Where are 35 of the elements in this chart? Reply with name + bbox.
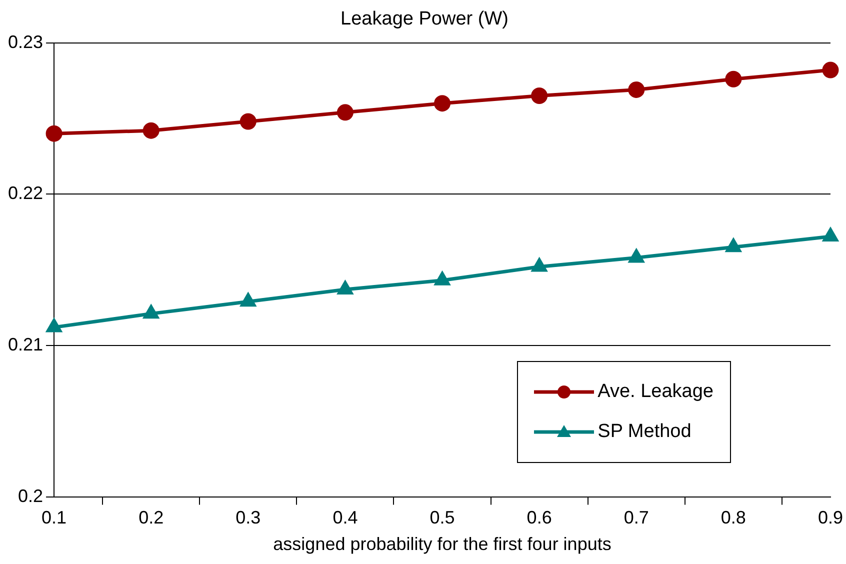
x-tick-label: 0.8 bbox=[720, 508, 746, 528]
point bbox=[726, 238, 741, 252]
x-tick-label: 0.3 bbox=[236, 508, 261, 528]
x-tick-label: 0.7 bbox=[624, 508, 649, 528]
point bbox=[628, 81, 645, 98]
point bbox=[434, 272, 450, 286]
y-tick-label: 0.21 bbox=[8, 334, 44, 354]
chart-title: Leakage Power (W) bbox=[340, 8, 508, 30]
legend-label: SP Method bbox=[598, 420, 692, 443]
x-tick-label: 0.1 bbox=[42, 508, 67, 528]
point bbox=[336, 104, 354, 121]
point bbox=[823, 228, 838, 242]
x-axis-title: assigned probability for the first four inputs bbox=[273, 534, 612, 554]
point bbox=[532, 258, 547, 272]
legend-label: Ave. Leakage bbox=[598, 380, 714, 403]
point bbox=[434, 95, 451, 112]
point bbox=[142, 122, 160, 139]
point bbox=[46, 319, 62, 332]
point bbox=[240, 293, 256, 307]
x-tick-label: 0.9 bbox=[818, 508, 844, 528]
point bbox=[338, 281, 353, 294]
point bbox=[531, 88, 548, 104]
y-tick-label: 0.22 bbox=[8, 183, 44, 204]
point bbox=[240, 113, 256, 130]
x-tick-label: 0.6 bbox=[526, 508, 552, 528]
x-tick-label: 0.2 bbox=[138, 508, 164, 528]
point bbox=[822, 62, 839, 78]
y-tick-label: 0.23 bbox=[8, 32, 44, 52]
y-tick-label: 0.2 bbox=[18, 486, 44, 506]
point bbox=[628, 249, 644, 263]
x-tick-label: 0.5 bbox=[430, 508, 455, 528]
point bbox=[46, 125, 62, 142]
x-tick-label: 0.4 bbox=[332, 508, 358, 528]
point bbox=[144, 305, 158, 319]
point bbox=[725, 70, 742, 88]
